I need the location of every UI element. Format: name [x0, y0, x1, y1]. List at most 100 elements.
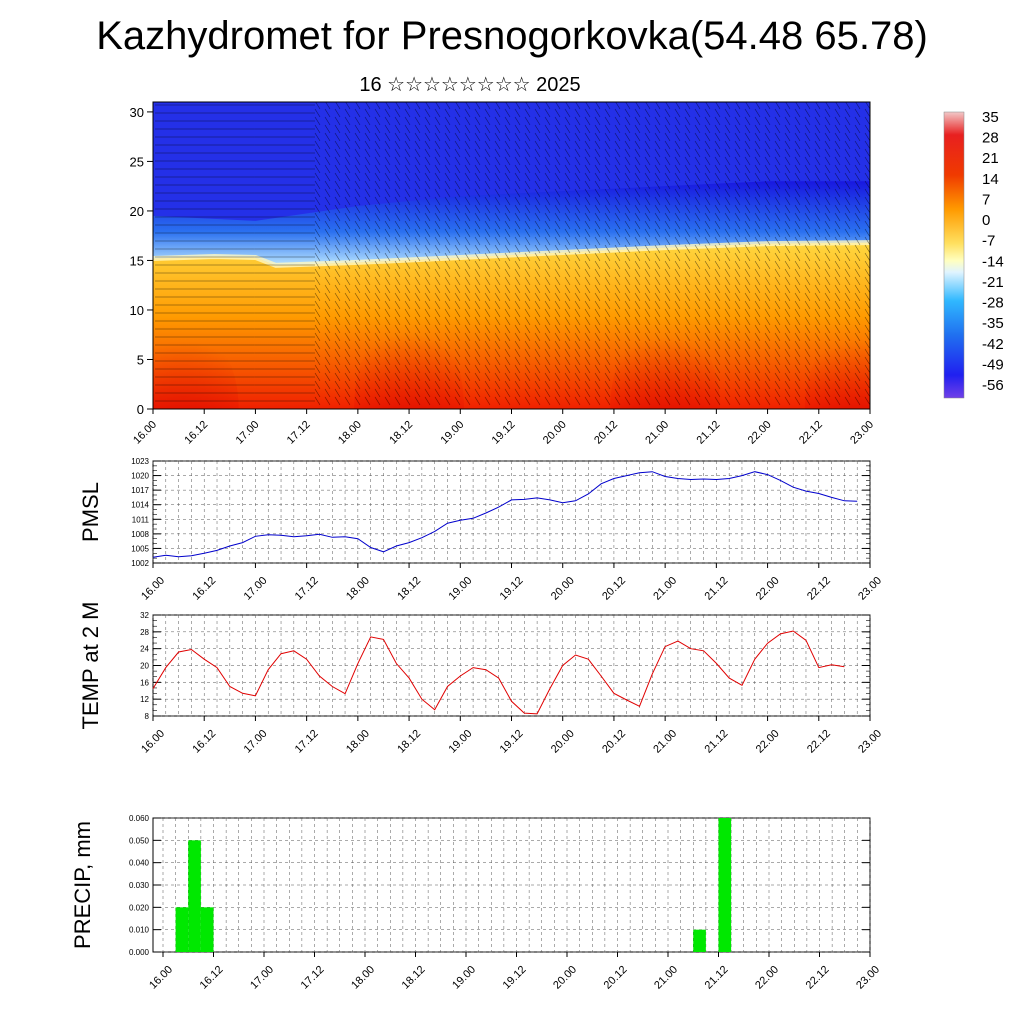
pmsl-y-tick-label: 1002 — [131, 559, 149, 568]
precip-x-tick-label: 17.12 — [299, 964, 327, 992]
colorbar-label: -7 — [982, 233, 995, 250]
pmsl-y-tick-label: 1017 — [131, 486, 149, 495]
colorbar-label: -35 — [982, 315, 1004, 332]
cross-section-y-tick-label: 15 — [130, 253, 144, 268]
pmsl-x-tick-label: 20.00 — [549, 575, 577, 603]
temp-x-tick-label: 21.00 — [651, 728, 679, 756]
temp-y-tick-label: 28 — [140, 628, 149, 637]
temp-x-tick-label: 19.00 — [446, 728, 474, 756]
temp-x-tick-label: 17.12 — [293, 728, 321, 756]
colorbar-label: 7 — [982, 191, 990, 208]
temp-y-tick-label: 32 — [140, 611, 149, 620]
temp-x-tick-label: 20.00 — [549, 728, 577, 756]
cross-section-plot — [153, 102, 870, 409]
temp-y-tick-label: 20 — [140, 662, 149, 671]
pmsl-x-tick-label: 18.12 — [395, 575, 423, 603]
precip-x-tick-label: 19.12 — [501, 964, 529, 992]
cross-section-x-tick-label: 22.00 — [746, 419, 774, 447]
temp-x-tick-label: 18.00 — [344, 728, 372, 756]
warm-core-3 — [804, 323, 870, 409]
precip-bar — [188, 840, 201, 952]
pmsl-y-tick-label: 1005 — [131, 544, 149, 553]
pmsl-x-tick-label: 17.12 — [293, 575, 321, 603]
temp-series-line — [152, 630, 845, 715]
colorbar-label: -14 — [982, 253, 1004, 270]
warm-layer — [153, 242, 870, 409]
temp-panel: 8 12 16 20 24 28 32 16.00 16.12 17.00 17.12 18.00 18… — [78, 602, 884, 756]
precip-y-tick-label: 0.030 — [129, 881, 150, 890]
pmsl-panel: 1002 1005 1008 1011 1014 1017 1020 1023 16.00 16.… — [78, 457, 884, 603]
cross-section-x-tick-label: 20.00 — [541, 419, 569, 447]
colorbar-label: -21 — [982, 274, 1004, 291]
cross-section-x-tick-label: 17.12 — [285, 419, 313, 447]
temp-y-axis-label: TEMP at 2 M — [78, 602, 103, 730]
precip-x-tick-label: 18.12 — [400, 964, 428, 992]
cross-section-x-tick-label: 17.00 — [234, 419, 262, 447]
precip-y-tick-label: 0.040 — [129, 859, 150, 868]
precip-x-tick-label: 20.12 — [602, 964, 630, 992]
precip-bar — [200, 907, 214, 952]
cross-section-y-tick-label: 30 — [130, 105, 144, 120]
colorbar-label: -56 — [982, 377, 1004, 394]
precip-panel: 0.000 0.010 0.020 0.030 0.040 0.050 0.060 16.00… — [70, 814, 882, 992]
warm-core-1 — [354, 314, 465, 409]
precip-y-tick-label: 0.050 — [129, 836, 150, 845]
temp-y-tick-label: 8 — [145, 712, 150, 721]
temp-x-tick-label: 16.00 — [139, 728, 167, 756]
cross-section-y-tick-label: 20 — [130, 204, 144, 219]
precip-y-tick-label: 0.060 — [129, 814, 150, 823]
pmsl-y-tick-label: 1008 — [131, 530, 149, 539]
cross-section-x-tick-label: 21.00 — [643, 419, 671, 447]
pmsl-x-tick-label: 23.00 — [856, 575, 884, 603]
precip-y-tick-label: 0.000 — [129, 948, 150, 957]
cross-section-x-tick-label: 21.12 — [695, 419, 723, 447]
chart-title: Kazhydromet for Presnogorkovka(54.48 65.… — [96, 14, 928, 58]
colorbar-label: 28 — [982, 130, 999, 147]
cross-section-y-tick-label: 0 — [137, 402, 144, 417]
pmsl-y-tick-label: 1011 — [132, 515, 150, 524]
cross-section-x-tick-label: 22.12 — [797, 419, 825, 447]
pmsl-x-tick-label: 21.12 — [703, 575, 731, 603]
colorbar-label: 21 — [982, 150, 999, 167]
temp-x-tick-label: 19.12 — [498, 728, 526, 756]
precip-x-tick-label: 18.00 — [349, 964, 377, 992]
precip-y-axis-label: PRECIP, mm — [70, 821, 95, 949]
precip-bar — [718, 818, 732, 952]
temp-x-tick-label: 23.00 — [856, 728, 884, 756]
precip-x-tick-label: 19.00 — [450, 964, 478, 992]
precip-x-tick-label: 20.00 — [551, 964, 579, 992]
temp-y-tick-label: 16 — [140, 678, 149, 687]
precip-x-tick-label: 21.12 — [703, 964, 731, 992]
cross-section-x-tick-label: 23.00 — [848, 419, 876, 447]
pmsl-x-tick-label: 19.12 — [498, 575, 526, 603]
pmsl-x-tick-label: 20.12 — [600, 575, 628, 603]
cross-section-y-tick-label: 10 — [130, 303, 144, 318]
pmsl-x-tick-label: 17.00 — [242, 575, 270, 603]
temp-x-tick-label: 22.00 — [754, 728, 782, 756]
cross-section-x-tick-label: 16.12 — [182, 419, 210, 447]
cross-section-x-tick-label: 20.12 — [592, 419, 620, 447]
cross-section-x-tick-label: 19.12 — [490, 419, 518, 447]
pmsl-x-tick-label: 21.00 — [651, 575, 679, 603]
pmsl-y-tick-label: 1020 — [131, 472, 149, 481]
colorbar-label: 0 — [982, 212, 990, 229]
colorbar — [943, 111, 965, 399]
colorbar-label: 14 — [982, 171, 999, 188]
cross-section-y-tick-label: 25 — [130, 154, 144, 169]
precip-y-tick-label: 0.010 — [129, 926, 150, 935]
cross-section-y-tick-label: 5 — [137, 352, 144, 367]
precip-y-tick-label: 0.020 — [129, 903, 150, 912]
pmsl-x-tick-label: 22.00 — [754, 575, 782, 603]
precip-x-tick-label: 22.12 — [804, 964, 832, 992]
temp-x-tick-label: 22.12 — [805, 728, 833, 756]
colorbar-label: -28 — [982, 295, 1004, 312]
temp-x-tick-label: 21.12 — [703, 728, 731, 756]
precip-x-tick-label: 22.00 — [753, 964, 781, 992]
cross-section-x-tick-label: 16.00 — [131, 419, 159, 447]
pmsl-x-tick-label: 22.12 — [805, 575, 833, 603]
warm-core-2 — [610, 318, 721, 409]
pmsl-y-tick-label: 1023 — [131, 457, 149, 466]
precip-x-tick-label: 21.00 — [652, 964, 680, 992]
pmsl-y-tick-label: 1014 — [131, 501, 149, 510]
